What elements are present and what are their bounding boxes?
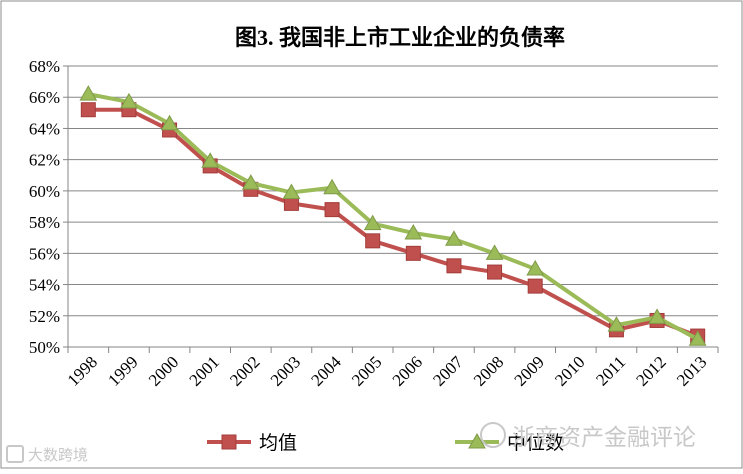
data-point [201, 152, 220, 168]
y-tick-label: 68% [29, 57, 60, 76]
data-point [120, 92, 138, 109]
y-tick-label: 58% [29, 213, 60, 232]
watermark-right-text: 浙商资产金融评论 [512, 425, 696, 451]
y-tick-label: 60% [29, 182, 60, 201]
y-tick-label: 64% [29, 119, 60, 138]
legend: 均值 中位数 [207, 432, 564, 454]
y-tick-label: 52% [29, 307, 60, 326]
data-point [324, 202, 340, 218]
legend-marker [221, 434, 237, 450]
watermark-left-text: 大数跨境 [28, 446, 89, 464]
data-point [79, 85, 98, 101]
legend-label: 中位数 [507, 432, 564, 454]
data-point [526, 259, 545, 276]
data-point [688, 330, 707, 346]
watermark-left: 大数跨境 [6, 444, 88, 465]
data-point [160, 114, 179, 131]
data-point [404, 224, 423, 240]
legend-item-1: 均值 [207, 432, 297, 454]
data-point [485, 244, 504, 260]
data-point [365, 233, 381, 249]
y-tick-label: 50% [29, 338, 60, 357]
data-point [446, 258, 462, 274]
data-point [323, 178, 341, 195]
y-tick-label: 54% [29, 276, 60, 295]
y-tick-label: 62% [29, 151, 60, 170]
data-point [80, 102, 96, 118]
data-point [445, 230, 463, 246]
legend-label: 均值 [259, 432, 297, 454]
wechat-icon [480, 422, 506, 448]
data-point [282, 183, 301, 199]
series-layer [79, 85, 707, 346]
data-point [487, 264, 503, 280]
data-point [648, 308, 666, 324]
data-point [363, 214, 382, 231]
y-tick-label: 56% [29, 244, 60, 263]
chart-title: 图3. 我国非上市工业企业的负债率 [235, 25, 565, 50]
logo-icon [6, 445, 24, 463]
data-point [405, 245, 421, 261]
y-tick-label: 66% [29, 88, 60, 107]
series-2 [79, 85, 707, 346]
watermark-right: 浙商资产金融评论 [480, 418, 696, 452]
data-point [607, 316, 626, 332]
data-point [241, 174, 260, 190]
data-point [527, 278, 543, 294]
